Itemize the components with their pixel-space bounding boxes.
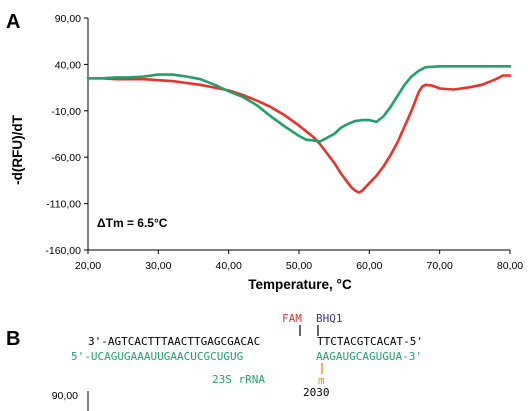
x-tick-label: 80,00: [497, 260, 523, 272]
x-tick-label: 60,00: [356, 260, 382, 272]
delta-tm-annotation: ΔTm = 6.5°C: [97, 216, 168, 230]
x-axis-title: Temperature, °C: [248, 277, 352, 292]
y-tick-label: -10,00: [51, 106, 81, 118]
y-tick-label: -110,00: [46, 199, 81, 211]
panel-b-label: B: [6, 328, 20, 350]
probe-sequence-right: TTCTACGTCACAT-5': [317, 335, 423, 348]
y-tick-label: 40,00: [55, 59, 81, 71]
y-axis-title: -d(RFU)/dT: [10, 114, 25, 184]
probe-sequence-left: 3'-AGTCACTTTAACTTGAGCGACAC: [88, 335, 260, 348]
x-tick-label: 40,00: [216, 260, 242, 272]
series-line-1: [86, 65, 512, 143]
rrna-sequence-left: 5'-UCAGUGAAAUUGAACUCGCUGUG: [71, 350, 243, 363]
bhq1-label: BHQ1: [316, 312, 343, 325]
x-tick-label: 30,00: [145, 260, 171, 272]
y-tick-label: -60,00: [51, 152, 81, 164]
modification-label: m: [318, 374, 325, 387]
y-tick-label: -160,00: [45, 245, 81, 257]
x-tick-label: 20,00: [75, 260, 101, 272]
series-line-0: [86, 74, 512, 194]
series-group: [86, 65, 512, 194]
rrna-sequence-right: AAGAUGCAGUGUA-3': [316, 350, 422, 363]
position-label: 2030: [303, 386, 330, 399]
partial-tick-label: 90,00: [52, 390, 78, 402]
melt-curve-plot: 90,00 40,00 -10,00 -60,00 -110,00 -160,00 20,…: [45, 13, 523, 272]
y-ticks: 90,00 40,00 -10,00 -60,00 -110,00 -160,00: [45, 13, 88, 257]
x-tick-label: 70,00: [427, 260, 453, 272]
panel-a-label: A: [6, 11, 20, 33]
rrna-label: 23S rRNA: [212, 373, 265, 386]
fam-label: FAM: [282, 312, 302, 325]
y-tick-label: 90,00: [55, 13, 81, 25]
x-ticks: 20,00 30,00 40,00 50,00 60,00 70,00 80,00: [75, 250, 523, 272]
x-tick-label: 50,00: [286, 260, 312, 272]
